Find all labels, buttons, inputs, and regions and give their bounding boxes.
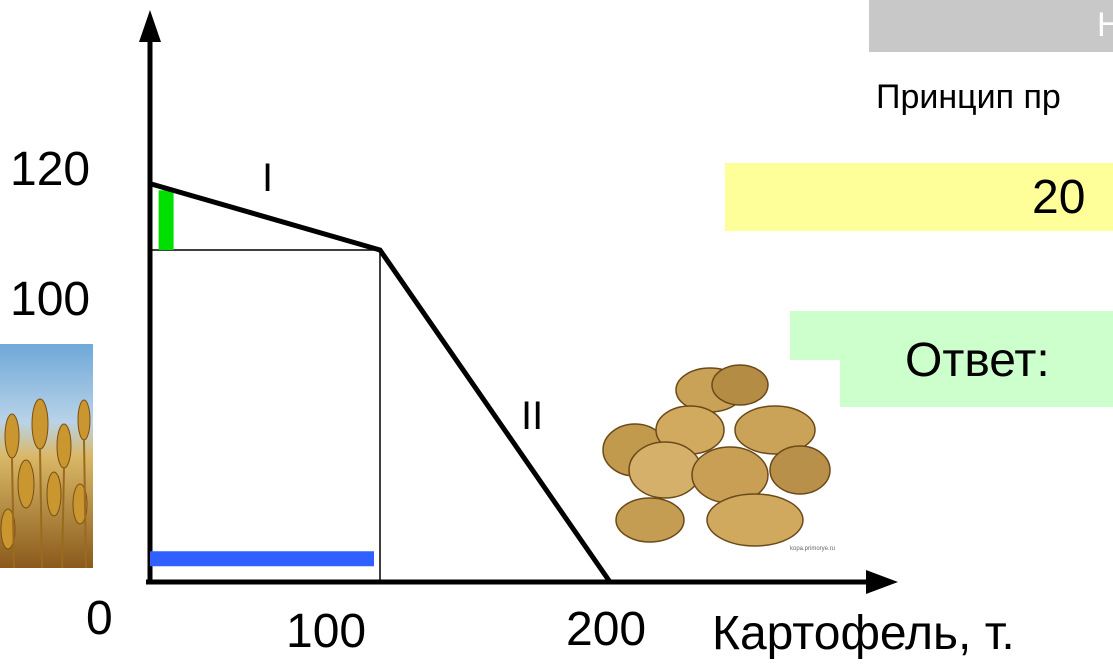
header-banner: Н: [869, 0, 1113, 52]
x-tick-200: 200: [566, 603, 647, 656]
potato-image: kopa.primorye.ru: [590, 360, 840, 560]
principle-text: Принцип пр: [876, 78, 1061, 116]
ppf-series-line: [149, 181, 613, 584]
calculation-box: 20: [725, 163, 1113, 231]
segment-label-II: II: [521, 394, 544, 438]
x-axis-label: Картофель, т.: [712, 607, 1015, 660]
header-banner-text: Н: [1097, 6, 1113, 44]
calculation-text: 20: [1032, 171, 1086, 224]
x-axis-arrow: [866, 570, 898, 594]
y-axis-arrow: [139, 10, 161, 42]
answer-label: Ответ:: [905, 334, 1050, 387]
wheat-image: [0, 344, 93, 568]
x-tick-100: 100: [286, 605, 367, 658]
answer-box: Ответ:: [790, 311, 1113, 407]
x-tick-0: 0: [86, 592, 113, 645]
y-tick-100: 100: [10, 273, 91, 326]
y-tick-120: 120: [10, 143, 91, 196]
segment-label-I: I: [262, 156, 274, 200]
potato-caption: kopa.primorye.ru: [790, 546, 835, 552]
